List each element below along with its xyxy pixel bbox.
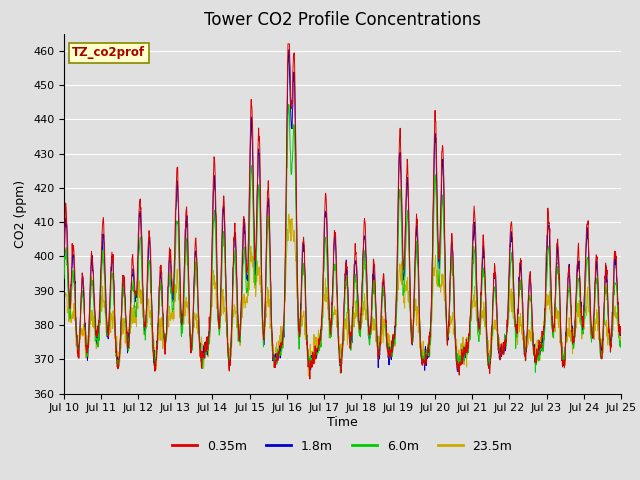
Legend: 0.35m, 1.8m, 6.0m, 23.5m: 0.35m, 1.8m, 6.0m, 23.5m (167, 434, 518, 457)
X-axis label: Time: Time (327, 416, 358, 429)
Text: TZ_co2prof: TZ_co2prof (72, 46, 145, 59)
Y-axis label: CO2 (ppm): CO2 (ppm) (15, 180, 28, 248)
Title: Tower CO2 Profile Concentrations: Tower CO2 Profile Concentrations (204, 11, 481, 29)
